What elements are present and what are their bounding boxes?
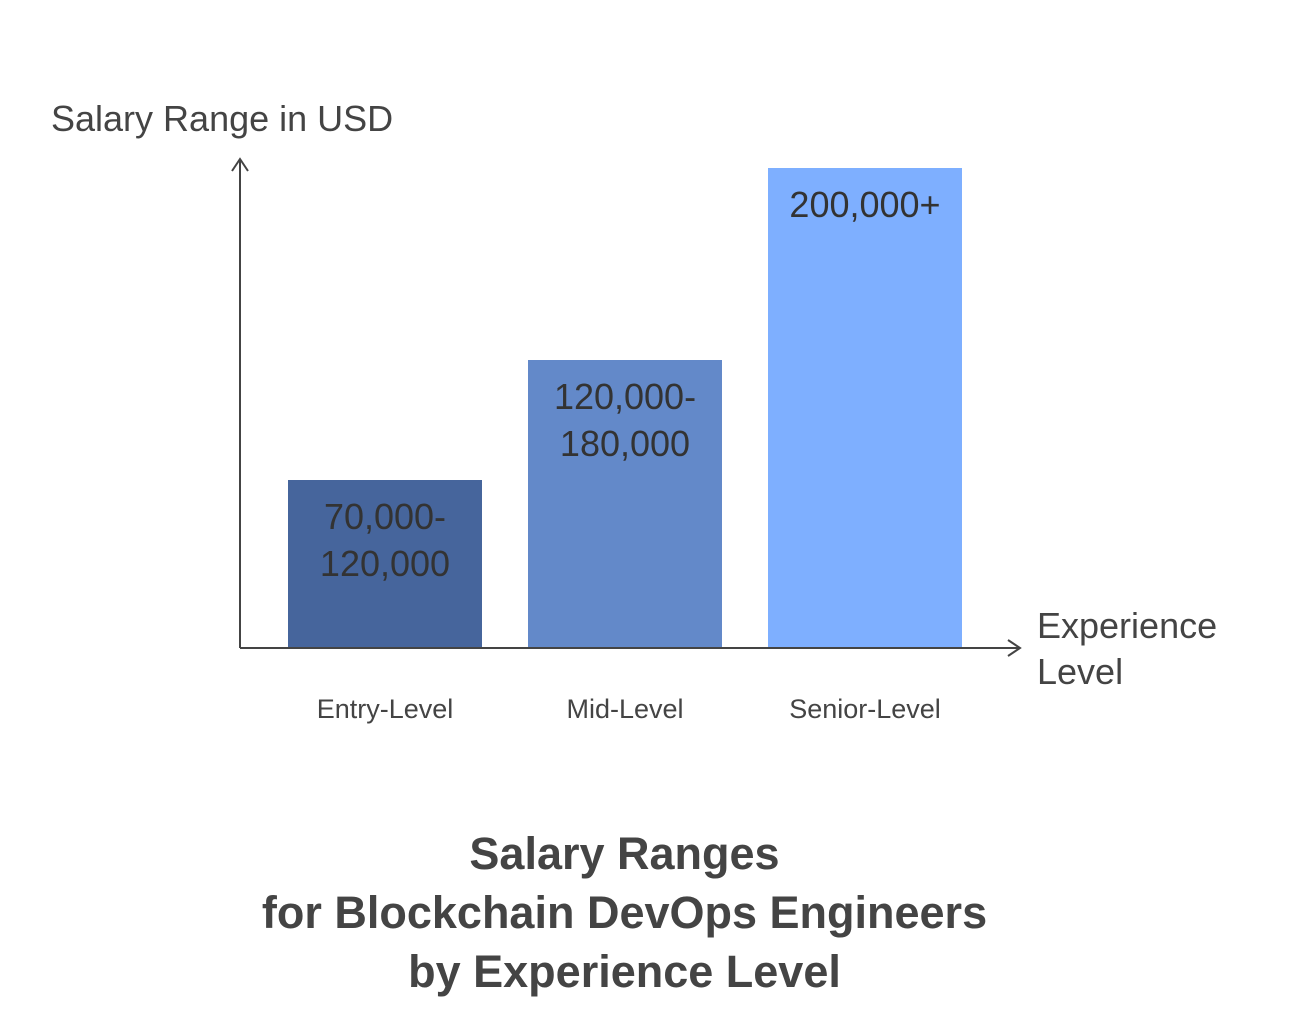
y-axis-arrow: [231, 157, 249, 172]
bar-mid-level: [528, 360, 722, 648]
category-label-mid-level: Mid-Level: [566, 694, 683, 724]
bar-labels: 70,000-120,000 120,000-180,000 200,000+: [320, 184, 941, 584]
bar-senior-level: [768, 168, 962, 648]
chart-title: Salary Ranges for Blockchain DevOps Engi…: [261, 828, 988, 997]
x-axis-arrow: [1007, 639, 1022, 657]
bar-entry-level: [288, 480, 482, 648]
axes: [231, 157, 1022, 657]
bar-value-label: 70,000-120,000: [320, 496, 450, 584]
bar-value-label: 200,000+: [789, 184, 940, 225]
bars: [288, 168, 962, 648]
x-axis-label: Experience Level: [1037, 605, 1218, 692]
category-label-entry-level: Entry-Level: [317, 694, 454, 724]
category-label-senior-level: Senior-Level: [789, 694, 941, 724]
y-axis-label: Salary Range in USD: [51, 98, 394, 139]
category-tick-labels: Entry-Level Mid-Level Senior-Level: [317, 694, 941, 724]
bar-value-label: 120,000-180,000: [554, 376, 696, 464]
